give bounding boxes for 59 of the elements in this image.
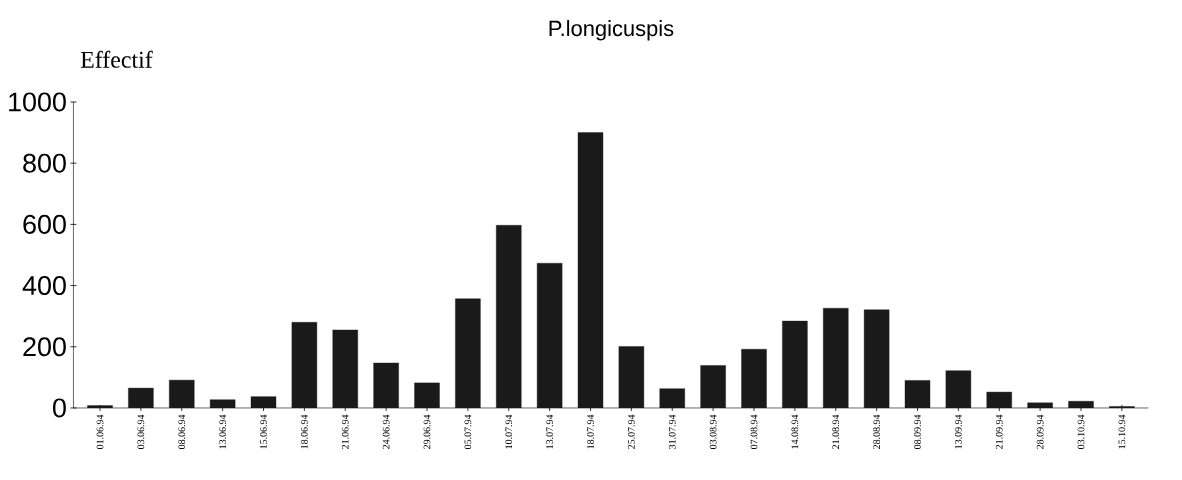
bar [250, 396, 277, 408]
x-tick-label: 28.08.94 [873, 414, 881, 449]
x-tick-label: 15.10.94 [1118, 414, 1126, 449]
x-tick-label: 10.07.94 [505, 414, 513, 449]
x-tick-label: 18.07.94 [587, 414, 594, 449]
x-tick-label: 24.06.94 [382, 414, 390, 449]
x-tick-label: 05.07.94 [464, 414, 472, 449]
bar [700, 365, 726, 408]
bar [782, 320, 808, 408]
bar [373, 362, 399, 408]
x-tick-label: 13.06.94 [219, 414, 227, 449]
bar [1068, 401, 1094, 408]
bar [863, 309, 890, 408]
bar [209, 399, 236, 408]
bar [169, 379, 195, 408]
y-tick-label: 400 [22, 276, 66, 296]
y-tick-label: 200 [23, 337, 66, 357]
bar [945, 370, 972, 408]
y-axis-title: Effectif [80, 50, 153, 68]
x-tick-label: 21.08.94 [832, 414, 840, 449]
x-tick-label: 29.06.94 [423, 414, 431, 449]
bar [291, 322, 318, 408]
x-tick-label: 21.09.94 [995, 414, 1003, 449]
x-tick-label: 15.06.94 [260, 414, 267, 449]
x-tick-label: 21.06.94 [341, 414, 349, 449]
chart-title: P.longicuspis [549, 20, 674, 41]
bar [414, 382, 440, 408]
bar [741, 349, 767, 408]
x-tick-label: 28.09.94 [1036, 414, 1044, 449]
x-tick-label: 18.06.94 [301, 414, 308, 449]
x-tick-label: 13.07.94 [546, 414, 554, 449]
x-tick-label: 13.09.94 [954, 414, 962, 449]
y-tick-label: 800 [23, 153, 66, 173]
bar [618, 346, 645, 408]
bar [332, 329, 358, 408]
y-tick-label: 0 [53, 398, 66, 418]
x-tick-label: 25.07.94 [628, 414, 635, 449]
x-tick-label: 03.08.94 [709, 414, 717, 449]
bar [536, 263, 563, 408]
x-tick-label: 07.08.94 [750, 414, 758, 449]
y-tick-label: 600 [23, 214, 66, 234]
bar [577, 132, 604, 408]
bar [1027, 402, 1053, 408]
x-tick-label: 08.09.94 [914, 414, 921, 449]
x-tick-label: 08.06.94 [178, 414, 186, 449]
bar [659, 388, 685, 408]
bar [986, 391, 1012, 408]
bar [455, 298, 481, 408]
x-tick-label: 03.10.94 [1077, 414, 1085, 449]
bar [87, 405, 113, 408]
bar [128, 387, 154, 408]
x-tick-label: 01.06.94 [96, 414, 104, 449]
y-tick-label: 1000 [9, 92, 66, 112]
x-tick-label: 31.07.94 [668, 414, 676, 449]
bar [904, 380, 931, 408]
x-tick-label: 14.08.94 [791, 414, 799, 449]
bar [823, 308, 849, 408]
x-tick-label: 03.06.94 [137, 414, 145, 449]
bar [496, 225, 522, 408]
